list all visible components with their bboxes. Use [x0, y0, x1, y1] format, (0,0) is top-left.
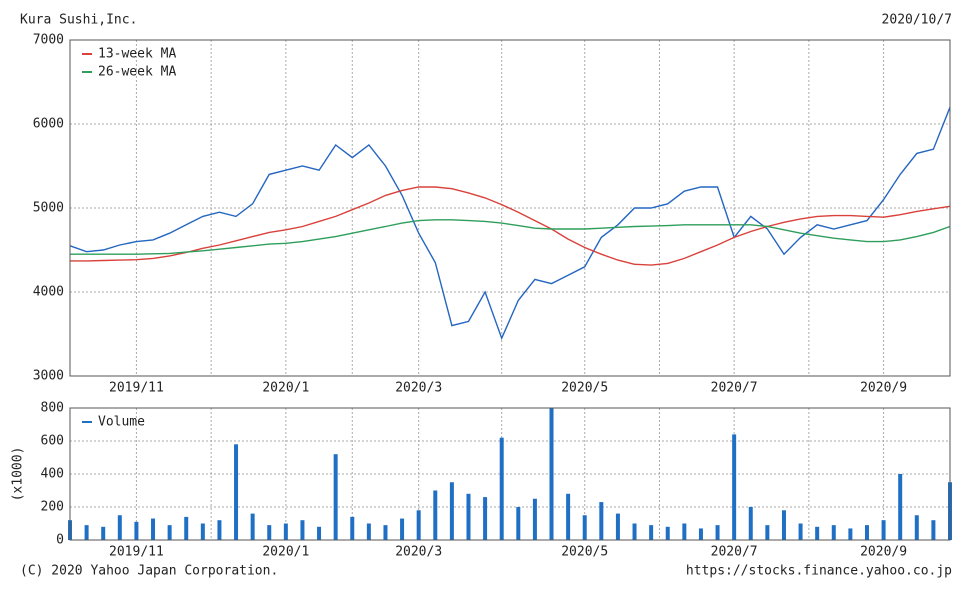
- x-tick-label: 2020/5: [561, 381, 608, 396]
- volume-bar: [400, 518, 405, 540]
- x-tick-label: 2020/3: [395, 381, 442, 396]
- volume-bar: [333, 454, 338, 540]
- volume-bar: [300, 520, 305, 540]
- volume-bar: [848, 528, 853, 540]
- volume-bar: [134, 521, 139, 540]
- volume-bar: [532, 498, 537, 540]
- volume-bar: [765, 525, 770, 540]
- y-tick-label: 600: [41, 434, 64, 449]
- x-tick-label: 2020/9: [860, 545, 907, 560]
- volume-bar: [416, 510, 421, 540]
- volume-bar: [267, 525, 272, 540]
- date: 2020/10/7: [882, 13, 952, 28]
- x-tick-label: 2020/9: [860, 381, 907, 396]
- y-tick-label: 3000: [33, 369, 64, 384]
- volume-bar: [366, 523, 371, 540]
- volume-bar: [84, 525, 89, 540]
- volume-bar: [234, 444, 239, 540]
- volume-bar: [217, 520, 222, 540]
- volume-bar: [433, 490, 438, 540]
- volume-bar: [815, 526, 820, 540]
- x-tick-label: 2020/1: [262, 381, 309, 396]
- volume-bar: [698, 528, 703, 540]
- legend-label: Volume: [98, 415, 145, 430]
- volume-bar: [682, 523, 687, 540]
- volume-bar: [914, 515, 919, 540]
- company-name: Kura Sushi,Inc.: [20, 13, 137, 28]
- volume-bar: [566, 493, 571, 540]
- volume-bar: [499, 437, 504, 540]
- y-tick-label: 800: [41, 401, 64, 416]
- volume-bar: [283, 523, 288, 540]
- volume-bar: [483, 497, 488, 540]
- volume-bar: [748, 507, 753, 540]
- volume-bar: [798, 523, 803, 540]
- volume-bar: [615, 513, 620, 540]
- x-tick-label: 2020/1: [262, 545, 309, 560]
- volume-bar: [732, 434, 737, 540]
- volume-bar: [200, 523, 205, 540]
- x-tick-label: 2020/3: [395, 545, 442, 560]
- legend-label: 26-week MA: [98, 65, 176, 80]
- volume-bar: [117, 515, 122, 540]
- volume-bar: [350, 516, 355, 540]
- line-series: [70, 186, 951, 266]
- volume-bar: [167, 525, 172, 540]
- volume-bar: [383, 525, 388, 540]
- volume-bar: [632, 523, 637, 540]
- volume-bar: [317, 526, 322, 540]
- x-tick-label: 2020/7: [711, 545, 758, 560]
- volume-bar: [898, 474, 903, 540]
- source-url: https://stocks.finance.yahoo.co.jp: [686, 564, 952, 579]
- volume-bar: [881, 520, 886, 540]
- volume-bar: [715, 525, 720, 540]
- y-tick-label: 4000: [33, 285, 64, 300]
- volume-bar: [665, 526, 670, 540]
- volume-bar: [831, 525, 836, 540]
- volume-bar: [466, 493, 471, 540]
- line-series: [70, 219, 951, 255]
- volume-bar: [582, 515, 587, 540]
- x-tick-label: 2020/7: [711, 381, 758, 396]
- volume-bar: [516, 507, 521, 540]
- volume-bar: [864, 525, 869, 540]
- volume-bar: [781, 510, 786, 540]
- copyright: (C) 2020 Yahoo Japan Corporation.: [20, 564, 278, 579]
- x-tick-label: 2019/11: [109, 381, 164, 396]
- plot-border: [69, 407, 951, 541]
- volume-bar: [549, 408, 554, 540]
- line-series: [69, 106, 951, 341]
- volume-bar: [101, 526, 106, 540]
- volume-bar: [449, 482, 454, 540]
- plot-border: [69, 39, 951, 377]
- volume-bar: [599, 502, 604, 540]
- y-tick-label: 7000: [33, 33, 64, 48]
- x-tick-label: 2020/5: [561, 545, 608, 560]
- y-tick-label: 400: [41, 467, 64, 482]
- volume-bar: [250, 513, 255, 540]
- volume-bar: [931, 520, 936, 540]
- y-tick-label: 5000: [33, 201, 64, 216]
- y-tick-label: 0: [56, 533, 64, 548]
- y-tick-label: 200: [41, 500, 64, 515]
- y-axis-label: (x1000): [11, 447, 26, 502]
- volume-bar: [151, 518, 156, 540]
- volume-bar: [184, 516, 189, 540]
- legend-label: 13-week MA: [98, 47, 176, 62]
- y-tick-label: 6000: [33, 117, 64, 132]
- volume-bar: [649, 525, 654, 540]
- x-tick-label: 2019/11: [109, 545, 164, 560]
